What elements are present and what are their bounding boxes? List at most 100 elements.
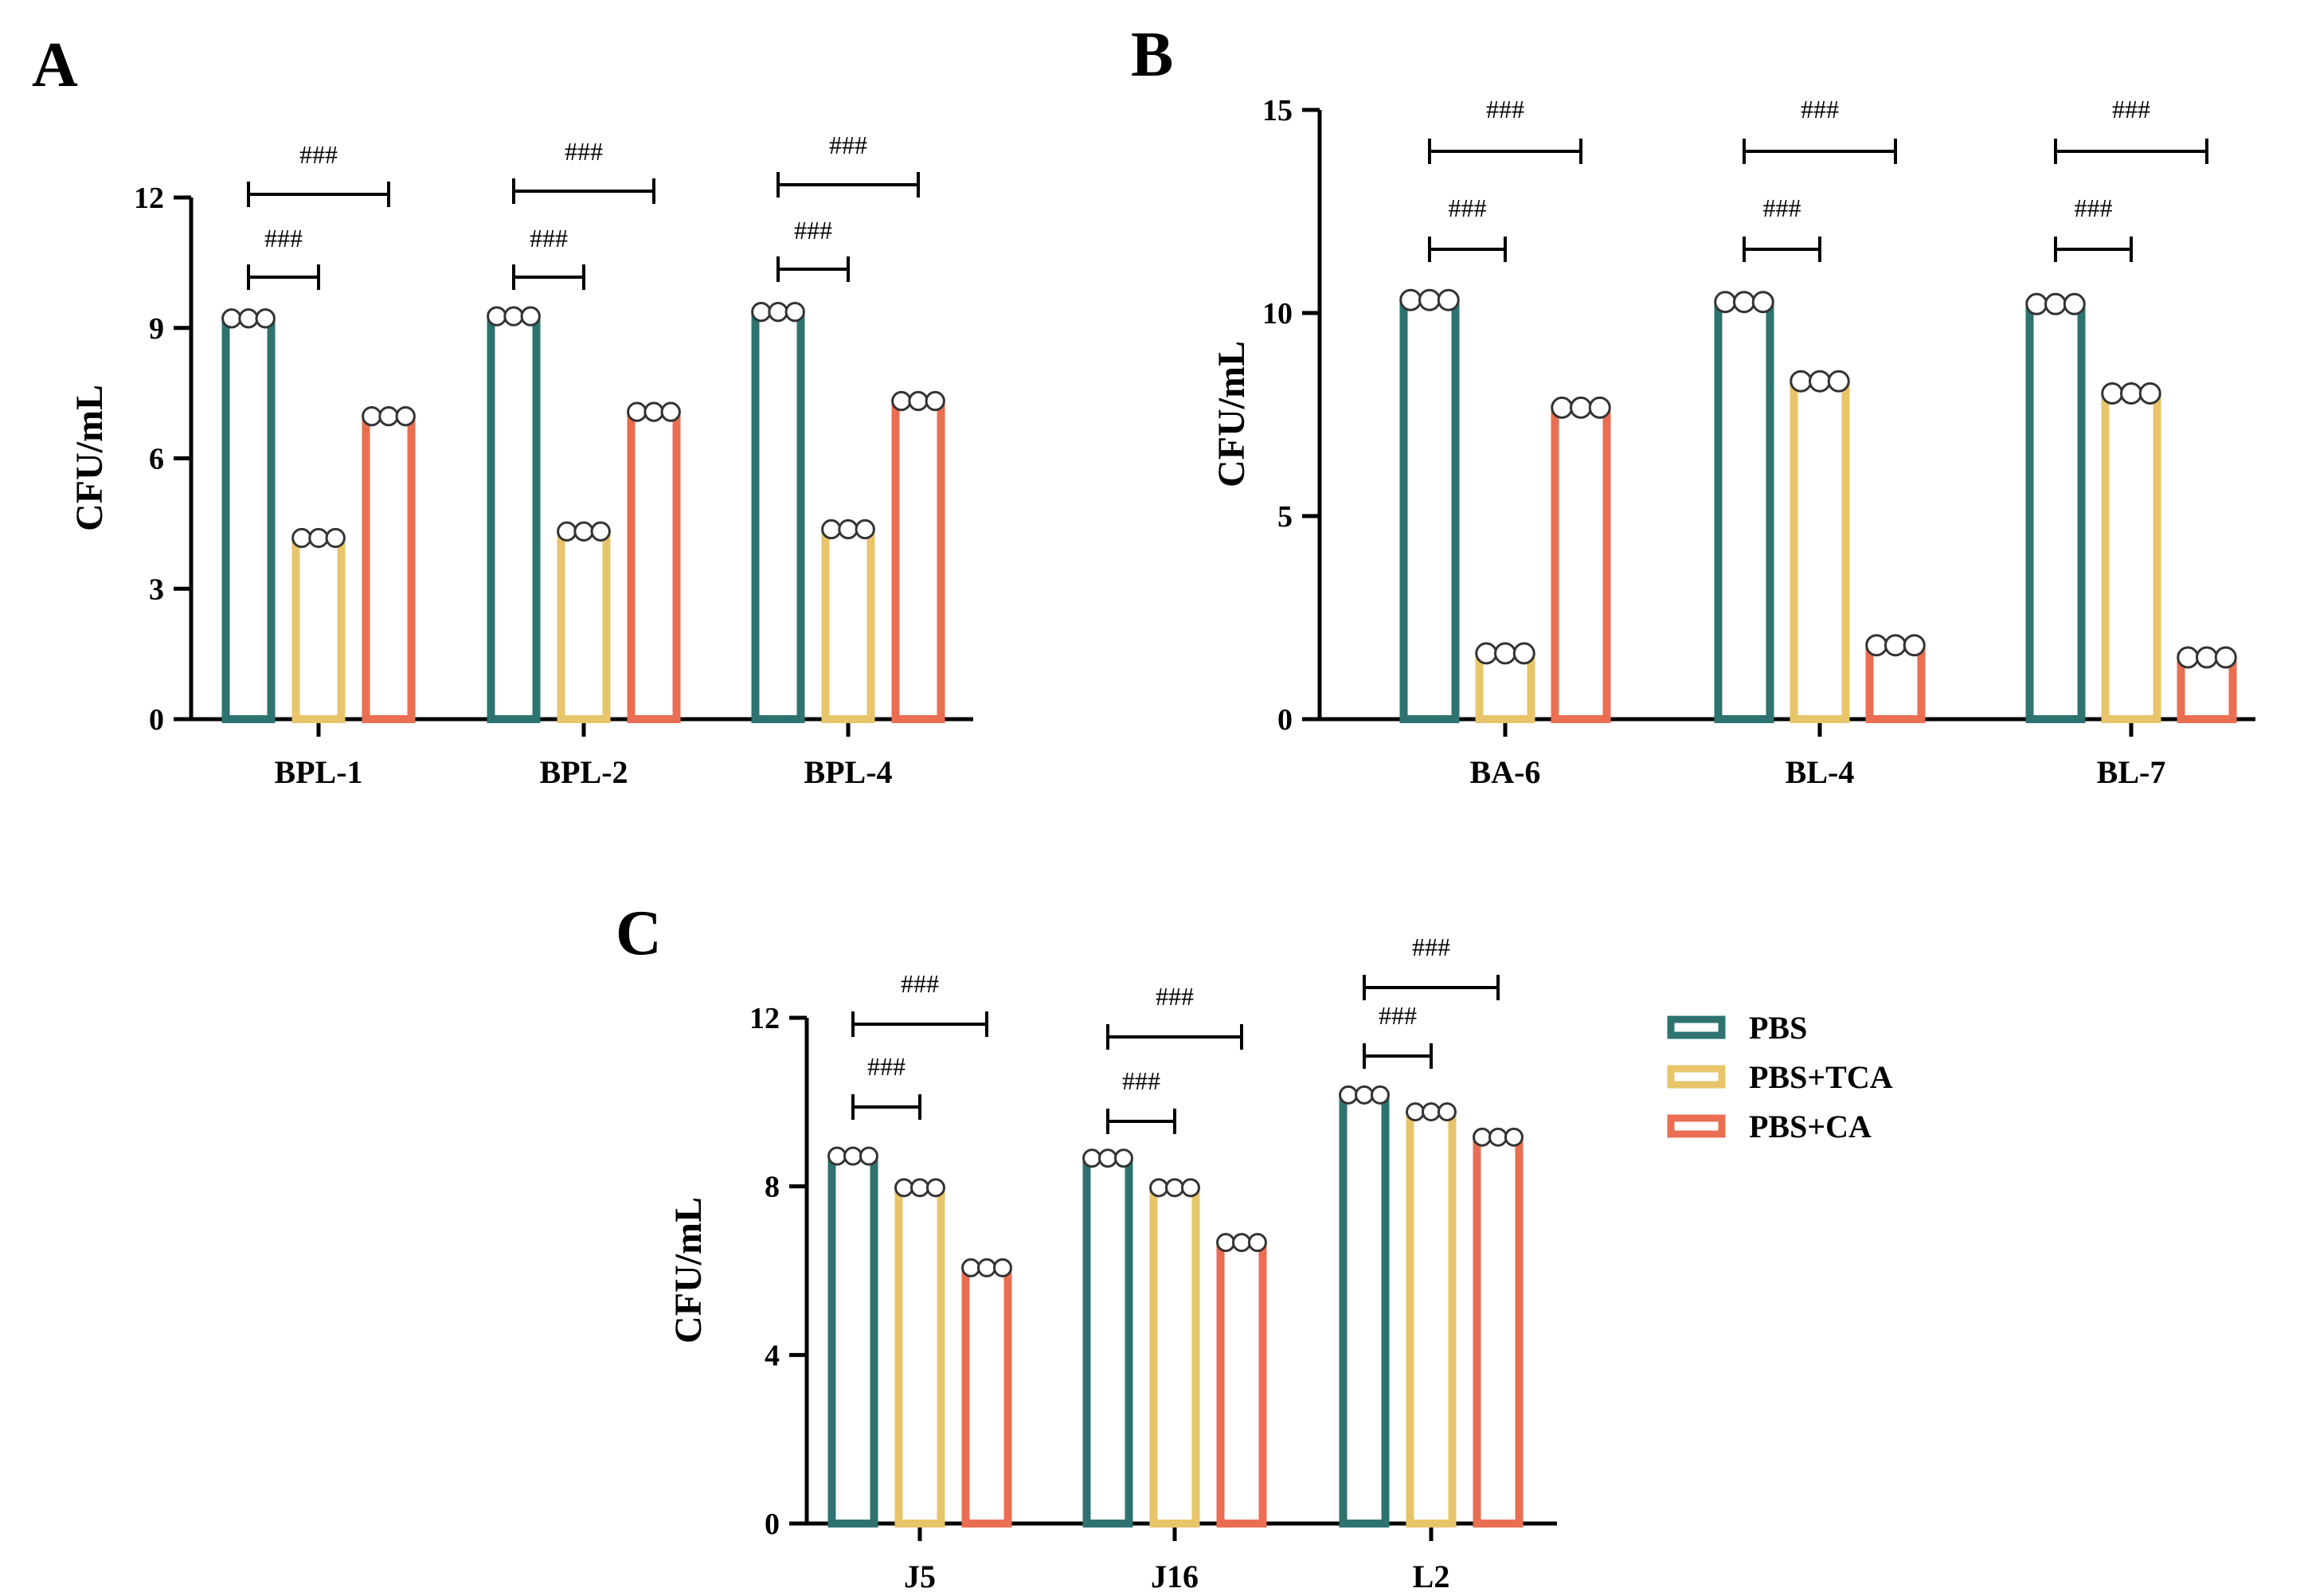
- data-point: [1570, 396, 1592, 419]
- sig-label: ###: [1379, 1001, 1417, 1030]
- data-point: [1475, 642, 1498, 665]
- data-point: [1422, 1102, 1441, 1122]
- y-tick-label: 3: [149, 573, 164, 606]
- data-point: [325, 527, 346, 549]
- data-point: [1098, 1148, 1117, 1168]
- data-point: [910, 1178, 929, 1198]
- sig-bracket-long: ###: [851, 969, 988, 1037]
- data-point: [1494, 642, 1516, 665]
- bar-pbs-tca: [557, 528, 611, 724]
- data-point: [1790, 370, 1813, 393]
- data-point: [784, 301, 805, 323]
- data-point: [378, 405, 399, 427]
- data-point: [1733, 291, 1755, 314]
- legend-label: PBS: [1749, 1010, 1807, 1046]
- bar-pbs: [751, 308, 805, 723]
- data-point: [2120, 382, 2142, 405]
- data-point: [894, 1178, 914, 1198]
- data-point: [1399, 288, 1422, 311]
- sig-bracket-short: ###: [512, 224, 585, 290]
- x-tick-label: BA-6: [1470, 754, 1541, 790]
- sig-label: ###: [1412, 933, 1450, 961]
- bar-pbs: [1082, 1155, 1133, 1528]
- data-point: [1247, 1233, 1267, 1253]
- legend-swatch: [1667, 1015, 1726, 1039]
- data-point: [308, 527, 329, 549]
- data-point: [1406, 1102, 1426, 1122]
- data-point: [1551, 396, 1574, 419]
- data-point: [238, 308, 259, 329]
- panel-letter: A: [32, 30, 78, 100]
- data-point: [520, 306, 541, 327]
- data-point: [1437, 288, 1460, 311]
- data-point: [627, 401, 647, 422]
- data-point: [1370, 1085, 1390, 1105]
- data-point: [643, 401, 664, 422]
- data-point: [395, 405, 416, 427]
- data-point: [843, 1146, 863, 1166]
- bar-pbs-tca: [291, 534, 346, 724]
- bar-pbs-tca: [1406, 1109, 1457, 1528]
- sig-label: ###: [1449, 194, 1487, 222]
- data-point: [1903, 634, 1926, 657]
- sig-label: ###: [1156, 982, 1194, 1011]
- y-tick-label: 5: [1277, 500, 1293, 534]
- sig-bracket-short: ###: [851, 1052, 921, 1120]
- sig-bracket-short: ###: [776, 216, 850, 282]
- data-point: [2214, 646, 2237, 669]
- sig-label: ###: [1486, 95, 1524, 123]
- data-point: [977, 1258, 996, 1277]
- data-point: [1884, 634, 1907, 657]
- sig-bracket-short: ###: [1363, 1001, 1433, 1069]
- sig-label: ###: [867, 1052, 906, 1081]
- y-tick-label: 6: [149, 443, 164, 476]
- sig-bracket-long: ###: [2054, 95, 2208, 164]
- data-point: [925, 1178, 945, 1198]
- data-point: [2101, 382, 2124, 405]
- bar-pbs: [1714, 299, 1774, 723]
- x-tick-label: J16: [1151, 1559, 1199, 1594]
- data-point: [590, 521, 611, 542]
- bar-pbs: [487, 313, 541, 723]
- sig-bracket-short: ###: [1106, 1066, 1176, 1134]
- data-point: [1232, 1233, 1251, 1253]
- sig-bracket-long: ###: [1428, 95, 1582, 164]
- data-point: [855, 518, 875, 540]
- data-point: [2044, 292, 2067, 315]
- legend-label: PBS+TCA: [1749, 1059, 1893, 1095]
- data-point: [1180, 1178, 1200, 1198]
- bar-pbs-ca: [891, 397, 945, 723]
- sig-label: ###: [794, 216, 832, 244]
- y-tick-label: 8: [765, 1171, 780, 1204]
- bar-pbs-ca: [627, 409, 681, 723]
- bar-pbs-ca: [362, 413, 416, 723]
- data-point: [503, 306, 524, 327]
- data-point: [838, 518, 859, 540]
- sig-bracket-long: ###: [247, 140, 390, 207]
- sig-label: ###: [829, 131, 867, 159]
- legend: PBS PBS+TCA PBS+CA: [1667, 1010, 1893, 1144]
- sig-bracket-short: ###: [1743, 194, 1821, 262]
- x-tick-label: BPL-4: [804, 754, 892, 790]
- y-tick-label: 0: [149, 703, 164, 737]
- data-point: [221, 308, 242, 329]
- data-point: [992, 1258, 1012, 1277]
- x-tick-label: J5: [904, 1559, 936, 1594]
- data-point: [557, 521, 577, 542]
- legend-item-pbs: PBS: [1667, 1010, 1807, 1046]
- sig-label: ###: [1801, 95, 1839, 123]
- bar-pbs: [827, 1152, 878, 1528]
- data-point: [827, 1146, 847, 1166]
- panel-letter: B: [1131, 20, 1173, 90]
- sig-label: ###: [565, 137, 603, 166]
- x-tick-label: BL-7: [2097, 754, 2166, 790]
- bar-pbs: [221, 315, 276, 723]
- legend-item-pbs-ca: PBS+CA: [1667, 1109, 1872, 1144]
- y-axis-title: CFU/mL: [68, 385, 111, 531]
- data-point: [961, 1258, 981, 1277]
- data-point: [1512, 642, 1535, 665]
- legend-label: PBS+CA: [1749, 1109, 1872, 1144]
- bar-pbs-ca: [1473, 1133, 1524, 1528]
- y-axis-title: CFU/mL: [1211, 341, 1253, 487]
